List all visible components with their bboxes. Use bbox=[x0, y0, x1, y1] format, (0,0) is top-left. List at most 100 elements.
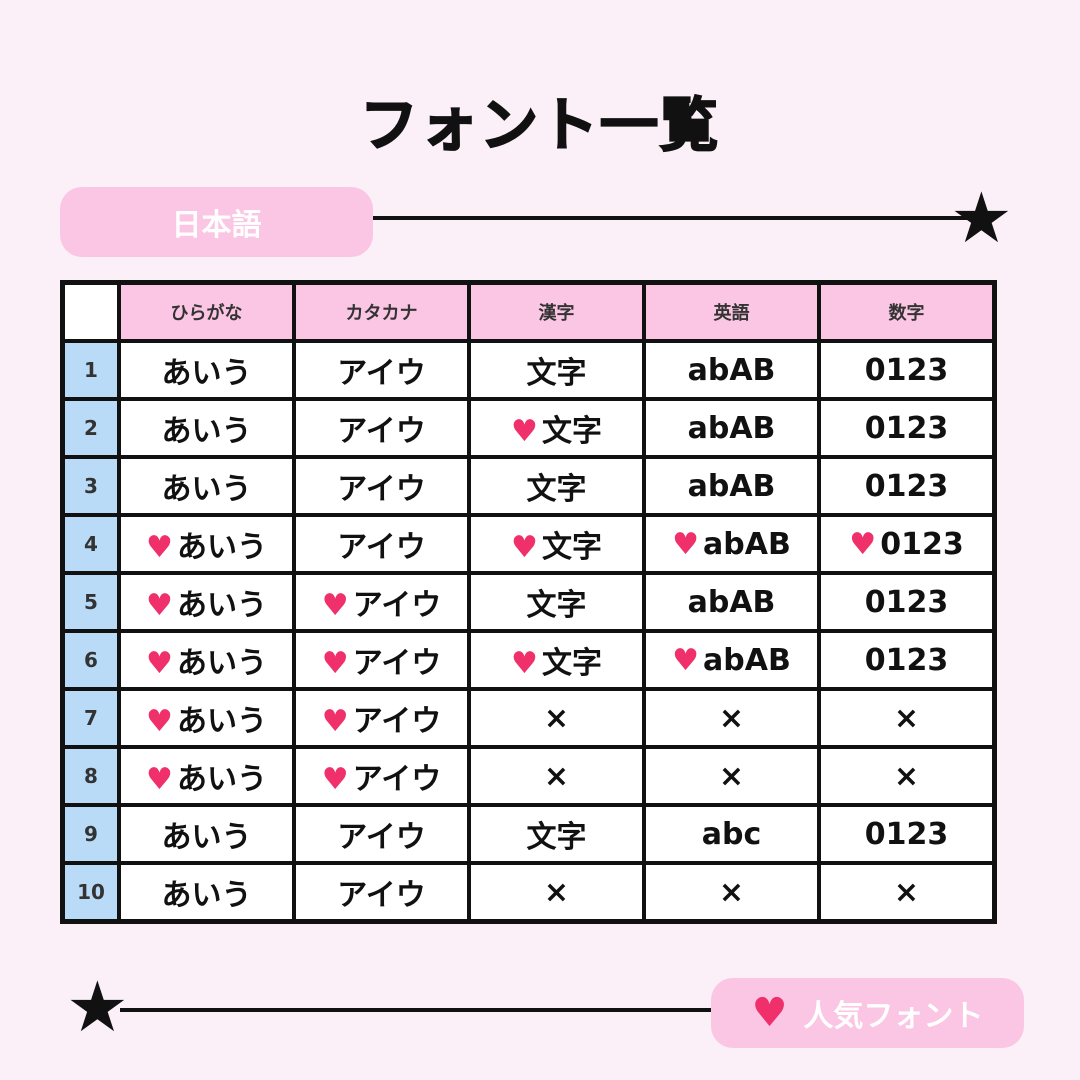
row-number: 7 bbox=[60, 687, 121, 749]
sample-text: アイウ bbox=[337, 414, 426, 449]
font-sample-cell: × bbox=[642, 745, 821, 807]
sample-text: 文字 bbox=[526, 820, 587, 855]
font-sample-cell: abAB bbox=[642, 397, 821, 459]
sample-text: abAB bbox=[703, 642, 791, 678]
sample-text: あいう bbox=[176, 646, 267, 681]
column-header: ひらがな bbox=[117, 280, 296, 343]
sample-text: アイウ bbox=[337, 878, 426, 913]
sample-text: アイウ bbox=[337, 356, 426, 391]
sample-text: アイウ bbox=[352, 704, 442, 739]
font-sample-cell: × bbox=[817, 745, 997, 807]
font-sample-cell: ♥ 文字 bbox=[467, 513, 646, 575]
sample-text: あいう bbox=[176, 588, 267, 623]
heart-icon: ♥ bbox=[146, 530, 173, 565]
font-sample-cell: あいう bbox=[117, 861, 296, 924]
font-sample-cell: abAB bbox=[642, 455, 821, 517]
column-header: 数字 bbox=[817, 280, 997, 343]
sample-text: あいう bbox=[161, 414, 252, 449]
sample-text: abAB bbox=[687, 584, 776, 620]
table-row: 3 あいう アイウ 文字 abAB 0123 bbox=[60, 455, 997, 517]
font-sample-cell: あいう bbox=[117, 397, 296, 459]
font-sample-cell: ♥ あいう bbox=[117, 745, 296, 807]
font-sample-cell: × bbox=[467, 745, 646, 807]
sample-text: × bbox=[718, 758, 745, 794]
heart-icon: ♥ bbox=[321, 704, 349, 739]
table-row: 8 ♥ あいう ♥ アイウ × × × bbox=[60, 745, 997, 807]
row-number: 6 bbox=[60, 629, 121, 691]
font-sample-cell: abAB bbox=[642, 339, 821, 401]
heart-icon: ♥ bbox=[751, 990, 788, 1036]
sample-text: × bbox=[718, 700, 745, 736]
font-sample-cell: abc bbox=[642, 803, 821, 865]
heart-icon: ♥ bbox=[321, 646, 349, 681]
sample-text: × bbox=[543, 700, 570, 736]
header-row: ひらがな カタカナ 漢字 英語 数字 bbox=[60, 280, 997, 343]
sample-text: アイウ bbox=[337, 472, 426, 507]
heart-icon: ♥ bbox=[146, 762, 173, 797]
sample-text: 0123 bbox=[864, 816, 949, 852]
heart-icon: ♥ bbox=[511, 414, 538, 449]
sample-text: あいう bbox=[161, 472, 252, 507]
sample-text: 0123 bbox=[864, 584, 949, 620]
legend-label: 人気フォント bbox=[803, 999, 984, 1034]
section-label-text: 日本語 bbox=[171, 208, 262, 243]
table-row: 1 あいう アイウ 文字 abAB 0123 bbox=[60, 339, 997, 401]
font-sample-cell: あいう bbox=[117, 455, 296, 517]
font-sample-cell: 0123 bbox=[817, 455, 997, 517]
sample-text: 文字 bbox=[541, 530, 602, 565]
sample-text: 文字 bbox=[541, 414, 602, 449]
table-row: 10 あいう アイウ × × × bbox=[60, 861, 997, 924]
table-row: 9 あいう アイウ 文字 abc 0123 bbox=[60, 803, 997, 865]
sample-text: 文字 bbox=[526, 356, 587, 391]
heart-icon: ♥ bbox=[511, 646, 538, 681]
heart-icon: ♥ bbox=[849, 526, 877, 562]
font-sample-cell: アイウ bbox=[292, 513, 471, 575]
sample-text: × bbox=[718, 874, 745, 910]
sample-text: × bbox=[543, 874, 570, 910]
star-icon: ★ bbox=[66, 966, 129, 1048]
font-sample-cell: ♥ 0123 bbox=[817, 513, 997, 575]
heart-icon: ♥ bbox=[321, 762, 349, 797]
font-sample-cell: 文字 bbox=[467, 455, 646, 517]
row-number: 2 bbox=[60, 397, 121, 459]
sample-text: 文字 bbox=[526, 588, 587, 623]
popular-font-legend: ♥ 人気フォント bbox=[711, 978, 1024, 1048]
sample-text: あいう bbox=[161, 356, 252, 391]
font-sample-cell: ♥ アイウ bbox=[292, 745, 471, 807]
font-sample-cell: アイウ bbox=[292, 861, 471, 924]
sample-text: 文字 bbox=[541, 646, 602, 681]
row-number: 1 bbox=[60, 339, 121, 401]
row-number: 3 bbox=[60, 455, 121, 517]
font-sample-cell: あいう bbox=[117, 803, 296, 865]
column-header: カタカナ bbox=[292, 280, 471, 343]
font-sample-cell: 0123 bbox=[817, 629, 997, 691]
font-sample-cell: 0123 bbox=[817, 803, 997, 865]
page-title: フォント一覧 bbox=[359, 90, 720, 160]
font-sample-cell: × bbox=[642, 861, 821, 924]
font-sample-cell: ♥ 文字 bbox=[467, 629, 646, 691]
sample-text: abAB bbox=[703, 526, 791, 562]
font-sample-cell: ♥ abAB bbox=[642, 629, 821, 691]
sample-text: あいう bbox=[176, 762, 267, 797]
sample-text: × bbox=[893, 874, 920, 910]
sample-text: 0123 bbox=[880, 526, 964, 562]
sample-text: あいう bbox=[176, 704, 267, 739]
sample-text: アイウ bbox=[352, 588, 442, 623]
sample-text: abAB bbox=[687, 410, 776, 446]
table-row: 6 ♥ あいう ♥ アイウ ♥ 文字 ♥ abAB 0123 bbox=[60, 629, 997, 691]
font-sample-cell: ♥ アイウ bbox=[292, 571, 471, 633]
heart-icon: ♥ bbox=[321, 588, 349, 623]
font-sample-cell: 文字 bbox=[467, 803, 646, 865]
font-sample-cell: ♥ あいう bbox=[117, 513, 296, 575]
sample-text: abAB bbox=[687, 468, 776, 504]
sample-text: アイウ bbox=[352, 646, 442, 681]
table-row: 5 ♥ あいう ♥ アイウ 文字 abAB 0123 bbox=[60, 571, 997, 633]
font-sample-cell: ♥ abAB bbox=[642, 513, 821, 575]
font-sample-cell: アイウ bbox=[292, 455, 471, 517]
row-number: 8 bbox=[60, 745, 121, 807]
heart-icon: ♥ bbox=[146, 704, 173, 739]
font-sample-cell: アイウ bbox=[292, 397, 471, 459]
font-sample-cell: ♥ あいう bbox=[117, 629, 296, 691]
sample-text: あいう bbox=[161, 820, 252, 855]
font-sample-cell: 0123 bbox=[817, 397, 997, 459]
